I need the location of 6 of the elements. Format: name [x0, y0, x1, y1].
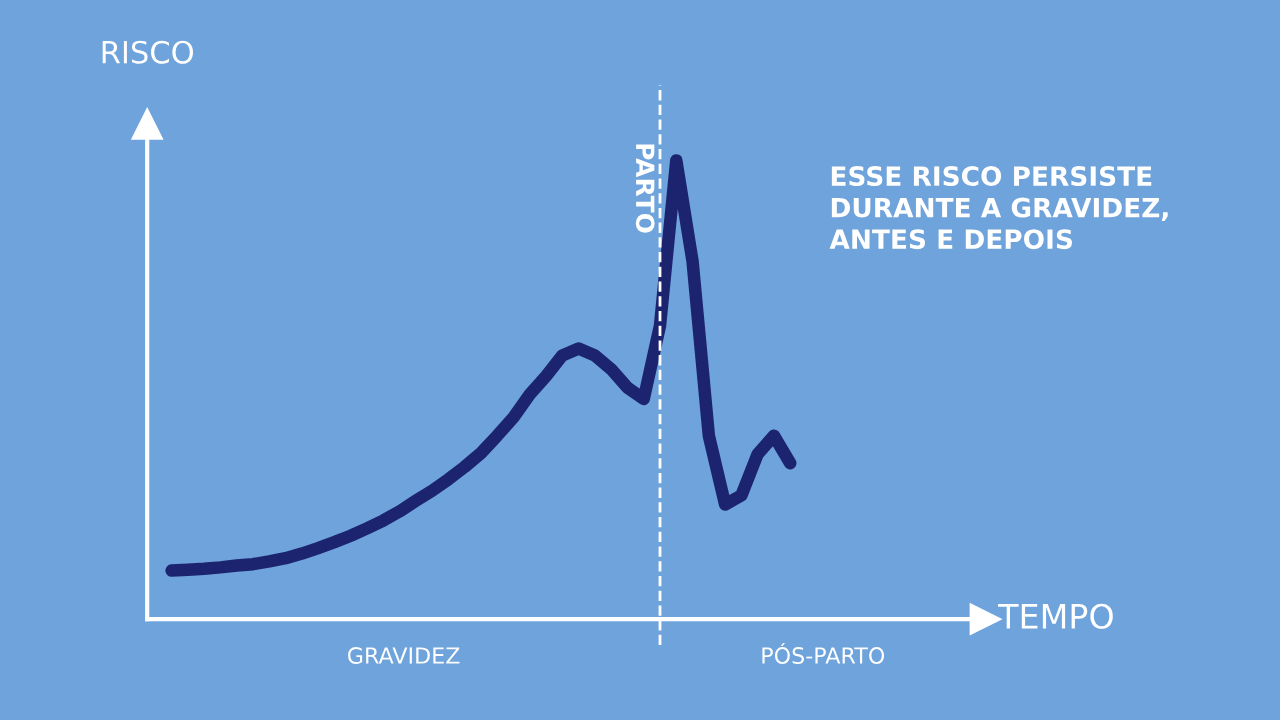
y-axis-title: RISCO	[102, 40, 193, 64]
annotation: PARTO	[635, 144, 655, 233]
text: PÓS-PARTO	[762, 643, 885, 664]
text: TEMPO	[998, 603, 1113, 629]
text: ESSE RISCO PERSISTE DURANTE A GRAVIDEZ, ANTES E DEPOIS	[829, 166, 1168, 250]
text: GRAVIDEZ	[348, 647, 460, 664]
